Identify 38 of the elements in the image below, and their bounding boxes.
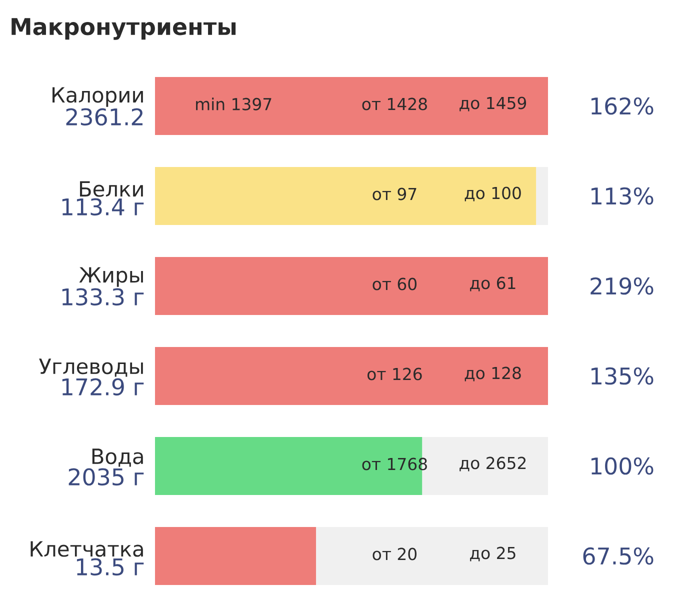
text: 162%: [591, 97, 654, 115]
y-tick-label: Белки: [80, 181, 143, 197]
text: 13.5 г: [76, 558, 144, 576]
bar: [155, 77, 548, 135]
annotation: от 126: [368, 368, 422, 380]
bar: [316, 527, 548, 585]
text: 219%: [590, 277, 654, 295]
y-tick-label: Калории: [52, 87, 143, 107]
bar: [155, 257, 548, 315]
text: 172.9 г: [62, 378, 144, 396]
annotation: до 1459: [460, 96, 526, 112]
annotation: от 97: [372, 188, 416, 200]
text: 2035 г: [68, 468, 144, 486]
bar: [155, 347, 548, 405]
annotation: от 20: [372, 548, 417, 560]
annotation: от 60: [372, 278, 417, 290]
annotation: до 2652: [460, 456, 526, 472]
text: 100%: [591, 457, 654, 475]
y-tick-label: Клетчатка: [30, 541, 143, 557]
text: 2361.2: [66, 108, 142, 126]
y-tick-label: Углеводы: [39, 358, 143, 377]
text: 67.5%: [583, 547, 654, 565]
text: 133.3 г: [62, 288, 144, 306]
annotation: до 100: [464, 186, 521, 202]
text: 113.4 г: [62, 198, 144, 216]
bar: [536, 167, 548, 225]
annotation: min 1397: [196, 98, 272, 110]
text: 135%: [591, 367, 654, 385]
y-tick-label: Жиры: [79, 267, 143, 287]
y-tick-label: Вода: [92, 448, 143, 467]
annotation: до 25: [470, 546, 516, 562]
text: 113%: [591, 187, 654, 205]
annotation: до 128: [464, 366, 521, 382]
annotation: до 61: [470, 276, 516, 292]
bar: [155, 167, 536, 225]
chart-title: Макронутриенты: [12, 18, 236, 40]
bar: [155, 527, 316, 585]
annotation: от 1428: [362, 98, 427, 110]
